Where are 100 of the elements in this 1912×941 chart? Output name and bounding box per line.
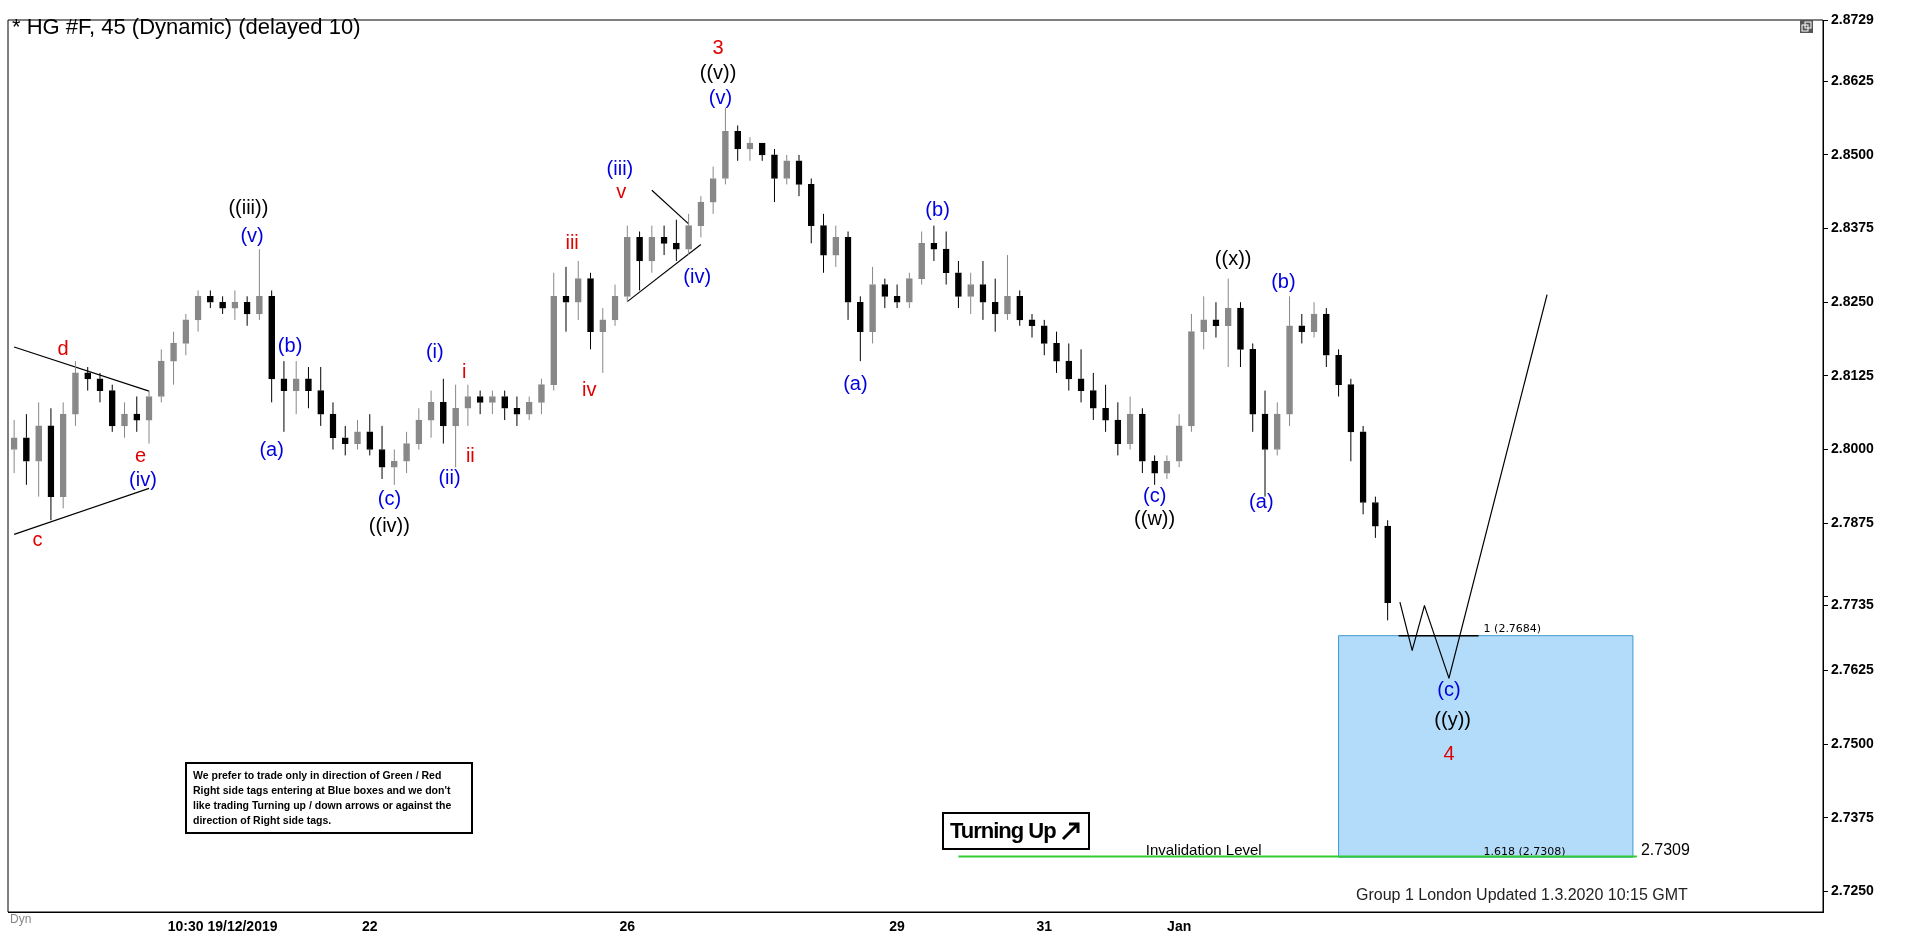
candlestick: [820, 213, 827, 274]
candlestick: [23, 413, 30, 486]
chart-title: * HG #F, 45 (Dynamic) (delayed 10): [12, 14, 361, 40]
candlestick: [1102, 384, 1109, 433]
candlestick: [930, 225, 938, 262]
candlestick: [574, 260, 582, 321]
annotation: ((iv)): [368, 514, 410, 537]
candlestick: [771, 148, 778, 203]
candlestick: [722, 107, 729, 185]
candlestick: [1016, 289, 1024, 327]
candlestick: [1273, 401, 1281, 456]
annotation: (iv): [129, 468, 157, 491]
candlestick: [1323, 307, 1330, 368]
candlestick: [219, 295, 226, 315]
y-tick-label: 2.7375: [1831, 808, 1875, 825]
annotation: ((y)): [1434, 708, 1471, 731]
annotation: ((v)): [699, 60, 737, 83]
y-tick-label: 2.8250: [1831, 293, 1875, 310]
y-tick-label: 2.7625: [1831, 661, 1875, 678]
annotation: (c): [1437, 677, 1461, 700]
annotation: (a): [259, 438, 284, 461]
candlestick: [893, 284, 901, 309]
candlestick: [207, 289, 214, 309]
candlestick: [734, 124, 742, 162]
y-tick-label: 2.8125: [1831, 366, 1875, 383]
candlestick: [562, 266, 570, 333]
candlestick: [1372, 496, 1379, 539]
candlestick: [918, 231, 925, 286]
candlestick: [317, 366, 325, 427]
candlestick: [1077, 348, 1085, 403]
candlestick: [108, 384, 116, 433]
y-tick-label: 2.8625: [1831, 72, 1875, 89]
annotation: iii: [565, 230, 579, 253]
x-tick-label: Jan: [1167, 918, 1192, 935]
candlestick: [832, 225, 840, 268]
candlestick: [1286, 295, 1293, 427]
candlestick: [341, 425, 349, 456]
candlestick: [35, 401, 42, 498]
annotation: ((x)): [1214, 246, 1252, 269]
annotation: (i): [425, 339, 444, 362]
candlestick: [991, 278, 999, 333]
annotation: (v): [708, 85, 733, 108]
x-tick-label: 26: [619, 918, 636, 935]
candlestick: [1065, 342, 1073, 392]
x-tick-label: 22: [361, 918, 378, 935]
candlestick: [1249, 342, 1257, 433]
candlestick: [121, 401, 128, 439]
candlestick: [869, 266, 876, 344]
candlestick: [1151, 454, 1158, 486]
annotation: (a): [1249, 490, 1274, 513]
candlestick: [1237, 301, 1244, 368]
candlestick: [955, 260, 962, 309]
candlestick: [525, 395, 533, 421]
annotation: Group 1 London Updated 1.3.2020 10:15 GMT: [1356, 886, 1688, 904]
y-tick-label: 2.7500: [1831, 734, 1875, 751]
annotation: (b): [277, 333, 303, 356]
candlestick: [157, 348, 165, 403]
candlestick: [550, 272, 558, 392]
candlestick: [390, 449, 398, 486]
annotation: e: [134, 444, 147, 467]
candlestick: [403, 431, 410, 474]
candlestick: [1089, 372, 1097, 421]
candlestick: [660, 225, 668, 256]
candlestick: [906, 272, 913, 309]
candlestick: [305, 366, 312, 409]
y-tick-label: 2.7250: [1831, 882, 1875, 899]
candlestick: [881, 278, 889, 309]
candlestick: [587, 272, 594, 350]
candlestick: [501, 390, 508, 421]
candlestick: [256, 248, 263, 321]
annotation: Dyn: [10, 912, 32, 926]
y-tick-label: 2.7875: [1831, 514, 1875, 531]
candlestick: [476, 390, 484, 415]
annotation: 3: [712, 36, 724, 59]
candlestick: [268, 289, 275, 403]
annotation: We prefer to trade only in direction of Green / Red Right side tags entering at Blue boxes and we don't like trading Turning up / down arrows or against the direction of Right side tags.: [185, 762, 473, 834]
candlestick: [1040, 319, 1048, 356]
candlestick: [280, 360, 288, 433]
annotation: (ii): [438, 465, 461, 488]
ref-line-label: 1 (2.7684): [1483, 622, 1542, 636]
y-tick-label: 2.8375: [1831, 219, 1875, 236]
candlestick: [366, 413, 374, 456]
candlestick: [1384, 519, 1391, 621]
candlestick: [623, 225, 631, 303]
candlestick: [967, 272, 975, 315]
annotation: (c): [377, 486, 402, 509]
candlestick: [464, 384, 472, 427]
candlestick: [1200, 295, 1208, 350]
annotation: iv: [582, 377, 597, 400]
annotation: (iv): [683, 264, 712, 287]
annotation: (a): [843, 371, 868, 394]
candlestick: [452, 384, 459, 468]
annotation: (v): [240, 223, 264, 246]
candlestick: [1004, 254, 1011, 321]
candlestick: [1139, 407, 1146, 474]
candlestick: [72, 360, 79, 427]
candlestick: [182, 313, 190, 356]
annotation: 4: [1443, 742, 1455, 765]
candlestick: [1053, 331, 1060, 374]
annotation: (b): [925, 198, 950, 221]
